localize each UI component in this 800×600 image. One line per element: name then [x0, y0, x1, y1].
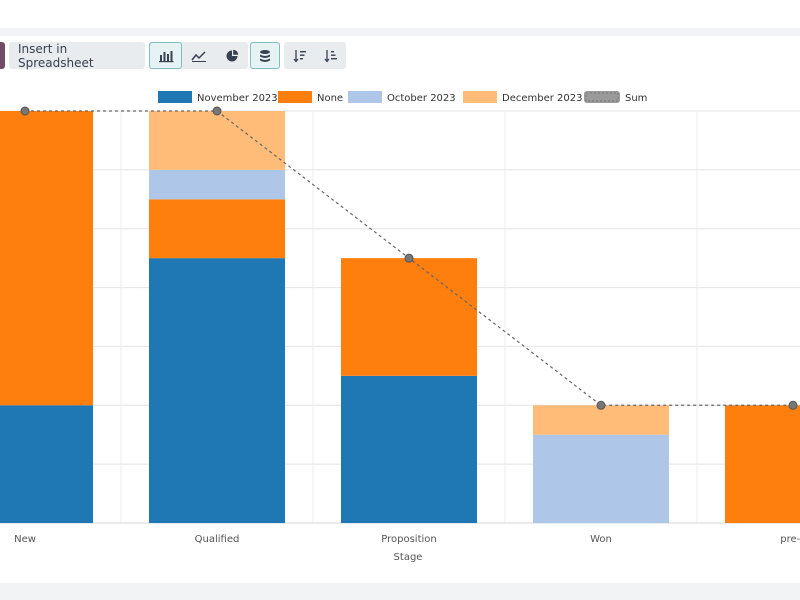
x-tick-labels: New Qualified Proposition Won pre-c	[14, 534, 800, 545]
bar-segment[interactable]	[0, 405, 93, 523]
bars-layer	[0, 111, 800, 523]
bar-segment[interactable]	[533, 434, 669, 523]
x-tick-label: pre-c	[780, 534, 800, 545]
legend-swatch[interactable]	[278, 91, 312, 103]
legend-swatch[interactable]	[348, 91, 382, 103]
stacked-button[interactable]	[250, 42, 280, 69]
sort-descending-icon	[292, 49, 306, 63]
bar-segment[interactable]	[341, 258, 477, 376]
bar-segment[interactable]	[149, 199, 285, 259]
x-tick-label: Won	[590, 534, 612, 545]
legend-label[interactable]: December 2023	[502, 93, 582, 104]
sum-point[interactable]	[788, 400, 798, 410]
legend-label[interactable]: None	[317, 93, 343, 104]
x-tick-label: Qualified	[195, 534, 240, 545]
accent-tab[interactable]	[0, 42, 5, 69]
sum-point[interactable]	[212, 106, 222, 116]
x-tick-label: New	[14, 534, 36, 545]
bar-segment[interactable]	[341, 375, 477, 523]
legend: November 2023 None October 2023 December 20…	[158, 91, 647, 104]
line-chart-button[interactable]	[182, 42, 215, 69]
x-tick-label: Proposition	[381, 534, 436, 545]
legend-label[interactable]: October 2023	[387, 93, 456, 104]
legend-swatch[interactable]	[463, 91, 497, 103]
bar-segment[interactable]	[149, 111, 285, 170]
line-chart-icon	[190, 50, 206, 62]
graph-panel: Insert in Spreadsheet	[0, 36, 800, 583]
stacked-icon	[260, 49, 270, 62]
x-axis-label: Stage	[394, 552, 423, 563]
bar-chart: New Qualified Proposition Won pre-c Stage No…	[0, 91, 800, 563]
bar-segment[interactable]	[149, 169, 285, 200]
bar-segment[interactable]	[725, 405, 800, 523]
bar-segment[interactable]	[533, 405, 669, 435]
pie-chart-button[interactable]	[215, 42, 248, 69]
sort-ascending-icon	[323, 49, 337, 63]
bar-segment[interactable]	[0, 111, 93, 406]
sum-point[interactable]	[404, 253, 414, 263]
bar-chart-icon	[158, 50, 173, 62]
legend-swatch[interactable]	[158, 91, 192, 103]
legend-label[interactable]: Sum	[625, 93, 647, 104]
top-bar	[0, 0, 800, 28]
bar-chart-button[interactable]	[149, 42, 182, 69]
sum-point[interactable]	[596, 400, 606, 410]
sum-line-layer	[20, 106, 798, 410]
legend-label[interactable]: November 2023	[197, 93, 278, 104]
insert-in-spreadsheet-button[interactable]: Insert in Spreadsheet	[9, 42, 145, 70]
pie-chart-icon	[226, 49, 238, 61]
bar-segment[interactable]	[149, 258, 285, 523]
legend-swatch-border	[585, 92, 619, 102]
graph-toolbar: Insert in Spreadsheet	[0, 40, 800, 70]
legend-swatch[interactable]	[584, 91, 620, 103]
sort-ascending-button[interactable]	[315, 42, 346, 69]
sort-descending-button[interactable]	[284, 42, 315, 69]
sum-point[interactable]	[20, 106, 30, 116]
